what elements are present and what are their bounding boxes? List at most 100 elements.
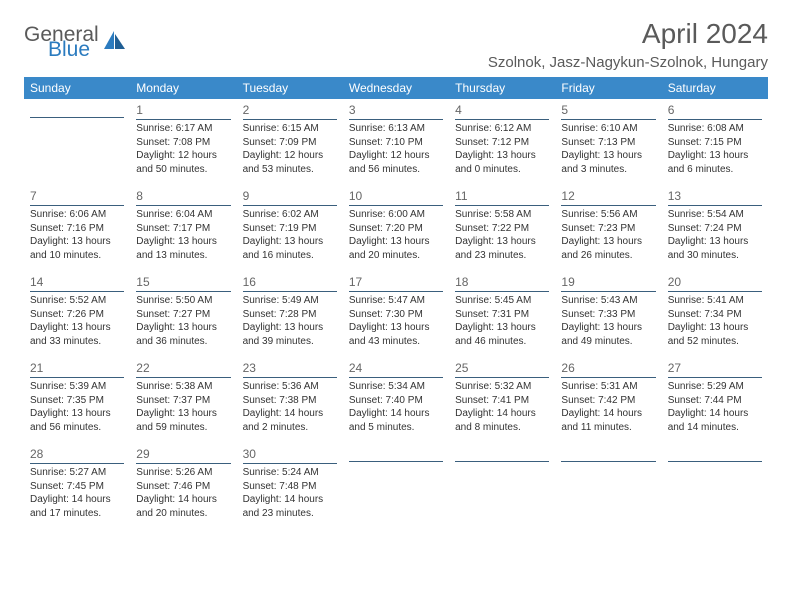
weekday-header: Friday	[555, 77, 661, 99]
day-detail-line: and 10 minutes.	[30, 249, 124, 263]
day-detail-line: Daylight: 13 hours	[561, 149, 655, 163]
day-detail-line: Sunrise: 5:29 AM	[668, 380, 762, 394]
day-detail-line: Sunset: 7:20 PM	[349, 222, 443, 236]
calendar-day-cell: 6Sunrise: 6:08 AMSunset: 7:15 PMDaylight…	[662, 99, 768, 185]
day-detail-line: Daylight: 13 hours	[455, 149, 549, 163]
calendar-day-cell: 26Sunrise: 5:31 AMSunset: 7:42 PMDayligh…	[555, 357, 661, 443]
day-detail-line: Daylight: 14 hours	[455, 407, 549, 421]
day-detail-line: Daylight: 13 hours	[561, 321, 655, 335]
calendar-day-cell	[449, 443, 555, 529]
day-detail-line: Sunrise: 5:43 AM	[561, 294, 655, 308]
calendar-day-cell: 18Sunrise: 5:45 AMSunset: 7:31 PMDayligh…	[449, 271, 555, 357]
day-detail-line: Sunrise: 5:32 AM	[455, 380, 549, 394]
day-detail-line: Daylight: 13 hours	[668, 149, 762, 163]
brand-text: General Blue	[24, 24, 99, 60]
day-detail-line: Sunset: 7:13 PM	[561, 136, 655, 150]
day-detail-line: Sunrise: 5:31 AM	[561, 380, 655, 394]
day-detail-line: Daylight: 14 hours	[561, 407, 655, 421]
day-detail-line: and 3 minutes.	[561, 163, 655, 177]
calendar-day-cell: 14Sunrise: 5:52 AMSunset: 7:26 PMDayligh…	[24, 271, 130, 357]
day-detail-line: Daylight: 13 hours	[136, 235, 230, 249]
day-detail-line: Sunrise: 5:34 AM	[349, 380, 443, 394]
day-number: 16	[243, 274, 337, 292]
calendar-day-cell: 17Sunrise: 5:47 AMSunset: 7:30 PMDayligh…	[343, 271, 449, 357]
day-detail-line: Sunset: 7:34 PM	[668, 308, 762, 322]
day-detail-line: and 43 minutes.	[349, 335, 443, 349]
day-detail-line: Daylight: 13 hours	[30, 235, 124, 249]
day-detail-line: Daylight: 13 hours	[668, 321, 762, 335]
calendar-day-cell: 1Sunrise: 6:17 AMSunset: 7:08 PMDaylight…	[130, 99, 236, 185]
day-detail-line: and 23 minutes.	[243, 507, 337, 521]
day-detail-line: Daylight: 14 hours	[668, 407, 762, 421]
weekday-header: Sunday	[24, 77, 130, 99]
day-detail-line: Sunset: 7:19 PM	[243, 222, 337, 236]
day-detail-line: Sunrise: 5:45 AM	[455, 294, 549, 308]
calendar-day-cell: 7 Sunrise: 6:06 AMSunset: 7:16 PMDaylight…	[24, 185, 130, 271]
day-number: 14	[30, 274, 124, 292]
weekday-header: Monday	[130, 77, 236, 99]
day-detail-line: Sunset: 7:37 PM	[136, 394, 230, 408]
page-title: April 2024	[488, 18, 768, 50]
calendar-day-cell: 12Sunrise: 5:56 AMSunset: 7:23 PMDayligh…	[555, 185, 661, 271]
day-number: 12	[561, 188, 655, 206]
day-detail-line: Sunset: 7:30 PM	[349, 308, 443, 322]
day-detail-line: Daylight: 12 hours	[349, 149, 443, 163]
calendar-day-cell	[343, 443, 449, 529]
day-number: 7	[30, 188, 124, 206]
day-number: 26	[561, 360, 655, 378]
day-detail-line: and 2 minutes.	[243, 421, 337, 435]
day-number: 25	[455, 360, 549, 378]
day-detail-line: Sunset: 7:46 PM	[136, 480, 230, 494]
day-detail-line: Daylight: 12 hours	[136, 149, 230, 163]
day-detail-line: Sunset: 7:26 PM	[30, 308, 124, 322]
day-detail-line: Daylight: 13 hours	[136, 407, 230, 421]
day-detail-line: Sunset: 7:27 PM	[136, 308, 230, 322]
day-detail-line: Sunrise: 5:47 AM	[349, 294, 443, 308]
day-detail-line: and 16 minutes.	[243, 249, 337, 263]
day-detail-line: Sunrise: 6:06 AM	[30, 208, 124, 222]
calendar-week-row: 14Sunrise: 5:52 AMSunset: 7:26 PMDayligh…	[24, 271, 768, 357]
day-number: 24	[349, 360, 443, 378]
day-detail-line: Sunrise: 5:24 AM	[243, 466, 337, 480]
day-number	[668, 446, 762, 462]
day-detail-line: and 39 minutes.	[243, 335, 337, 349]
day-detail-line: Sunrise: 5:41 AM	[668, 294, 762, 308]
day-detail-line: and 56 minutes.	[349, 163, 443, 177]
calendar-day-cell: 13Sunrise: 5:54 AMSunset: 7:24 PMDayligh…	[662, 185, 768, 271]
calendar-day-cell: 21Sunrise: 5:39 AMSunset: 7:35 PMDayligh…	[24, 357, 130, 443]
calendar-day-cell: 25Sunrise: 5:32 AMSunset: 7:41 PMDayligh…	[449, 357, 555, 443]
calendar-day-cell: 8Sunrise: 6:04 AMSunset: 7:17 PMDaylight…	[130, 185, 236, 271]
day-number: 6	[668, 102, 762, 120]
day-detail-line: Daylight: 12 hours	[243, 149, 337, 163]
day-detail-line: Daylight: 13 hours	[561, 235, 655, 249]
day-number	[455, 446, 549, 462]
day-detail-line: and 17 minutes.	[30, 507, 124, 521]
calendar-day-cell: 24Sunrise: 5:34 AMSunset: 7:40 PMDayligh…	[343, 357, 449, 443]
day-detail-line: and 33 minutes.	[30, 335, 124, 349]
day-detail-line: Daylight: 13 hours	[243, 321, 337, 335]
brand-logo: General Blue	[24, 24, 126, 60]
calendar-day-cell: 23Sunrise: 5:36 AMSunset: 7:38 PMDayligh…	[237, 357, 343, 443]
calendar-day-cell: 28Sunrise: 5:27 AMSunset: 7:45 PMDayligh…	[24, 443, 130, 529]
day-detail-line: and 46 minutes.	[455, 335, 549, 349]
day-number: 17	[349, 274, 443, 292]
calendar-week-row: 21Sunrise: 5:39 AMSunset: 7:35 PMDayligh…	[24, 357, 768, 443]
header: General Blue April 2024 Szolnok, Jasz-Na…	[24, 18, 768, 71]
day-number	[30, 102, 124, 118]
calendar-day-cell: 20Sunrise: 5:41 AMSunset: 7:34 PMDayligh…	[662, 271, 768, 357]
day-number: 23	[243, 360, 337, 378]
calendar-day-cell: 22Sunrise: 5:38 AMSunset: 7:37 PMDayligh…	[130, 357, 236, 443]
day-number: 15	[136, 274, 230, 292]
day-number: 13	[668, 188, 762, 206]
day-detail-line: Sunset: 7:35 PM	[30, 394, 124, 408]
day-detail-line: and 14 minutes.	[668, 421, 762, 435]
day-detail-line: Daylight: 14 hours	[136, 493, 230, 507]
day-number: 21	[30, 360, 124, 378]
day-detail-line: and 53 minutes.	[243, 163, 337, 177]
calendar-day-cell: 10Sunrise: 6:00 AMSunset: 7:20 PMDayligh…	[343, 185, 449, 271]
day-detail-line: Sunset: 7:16 PM	[30, 222, 124, 236]
day-detail-line: Sunrise: 5:36 AM	[243, 380, 337, 394]
day-detail-line: and 23 minutes.	[455, 249, 549, 263]
calendar-day-cell: 11Sunrise: 5:58 AMSunset: 7:22 PMDayligh…	[449, 185, 555, 271]
day-number: 29	[136, 446, 230, 464]
